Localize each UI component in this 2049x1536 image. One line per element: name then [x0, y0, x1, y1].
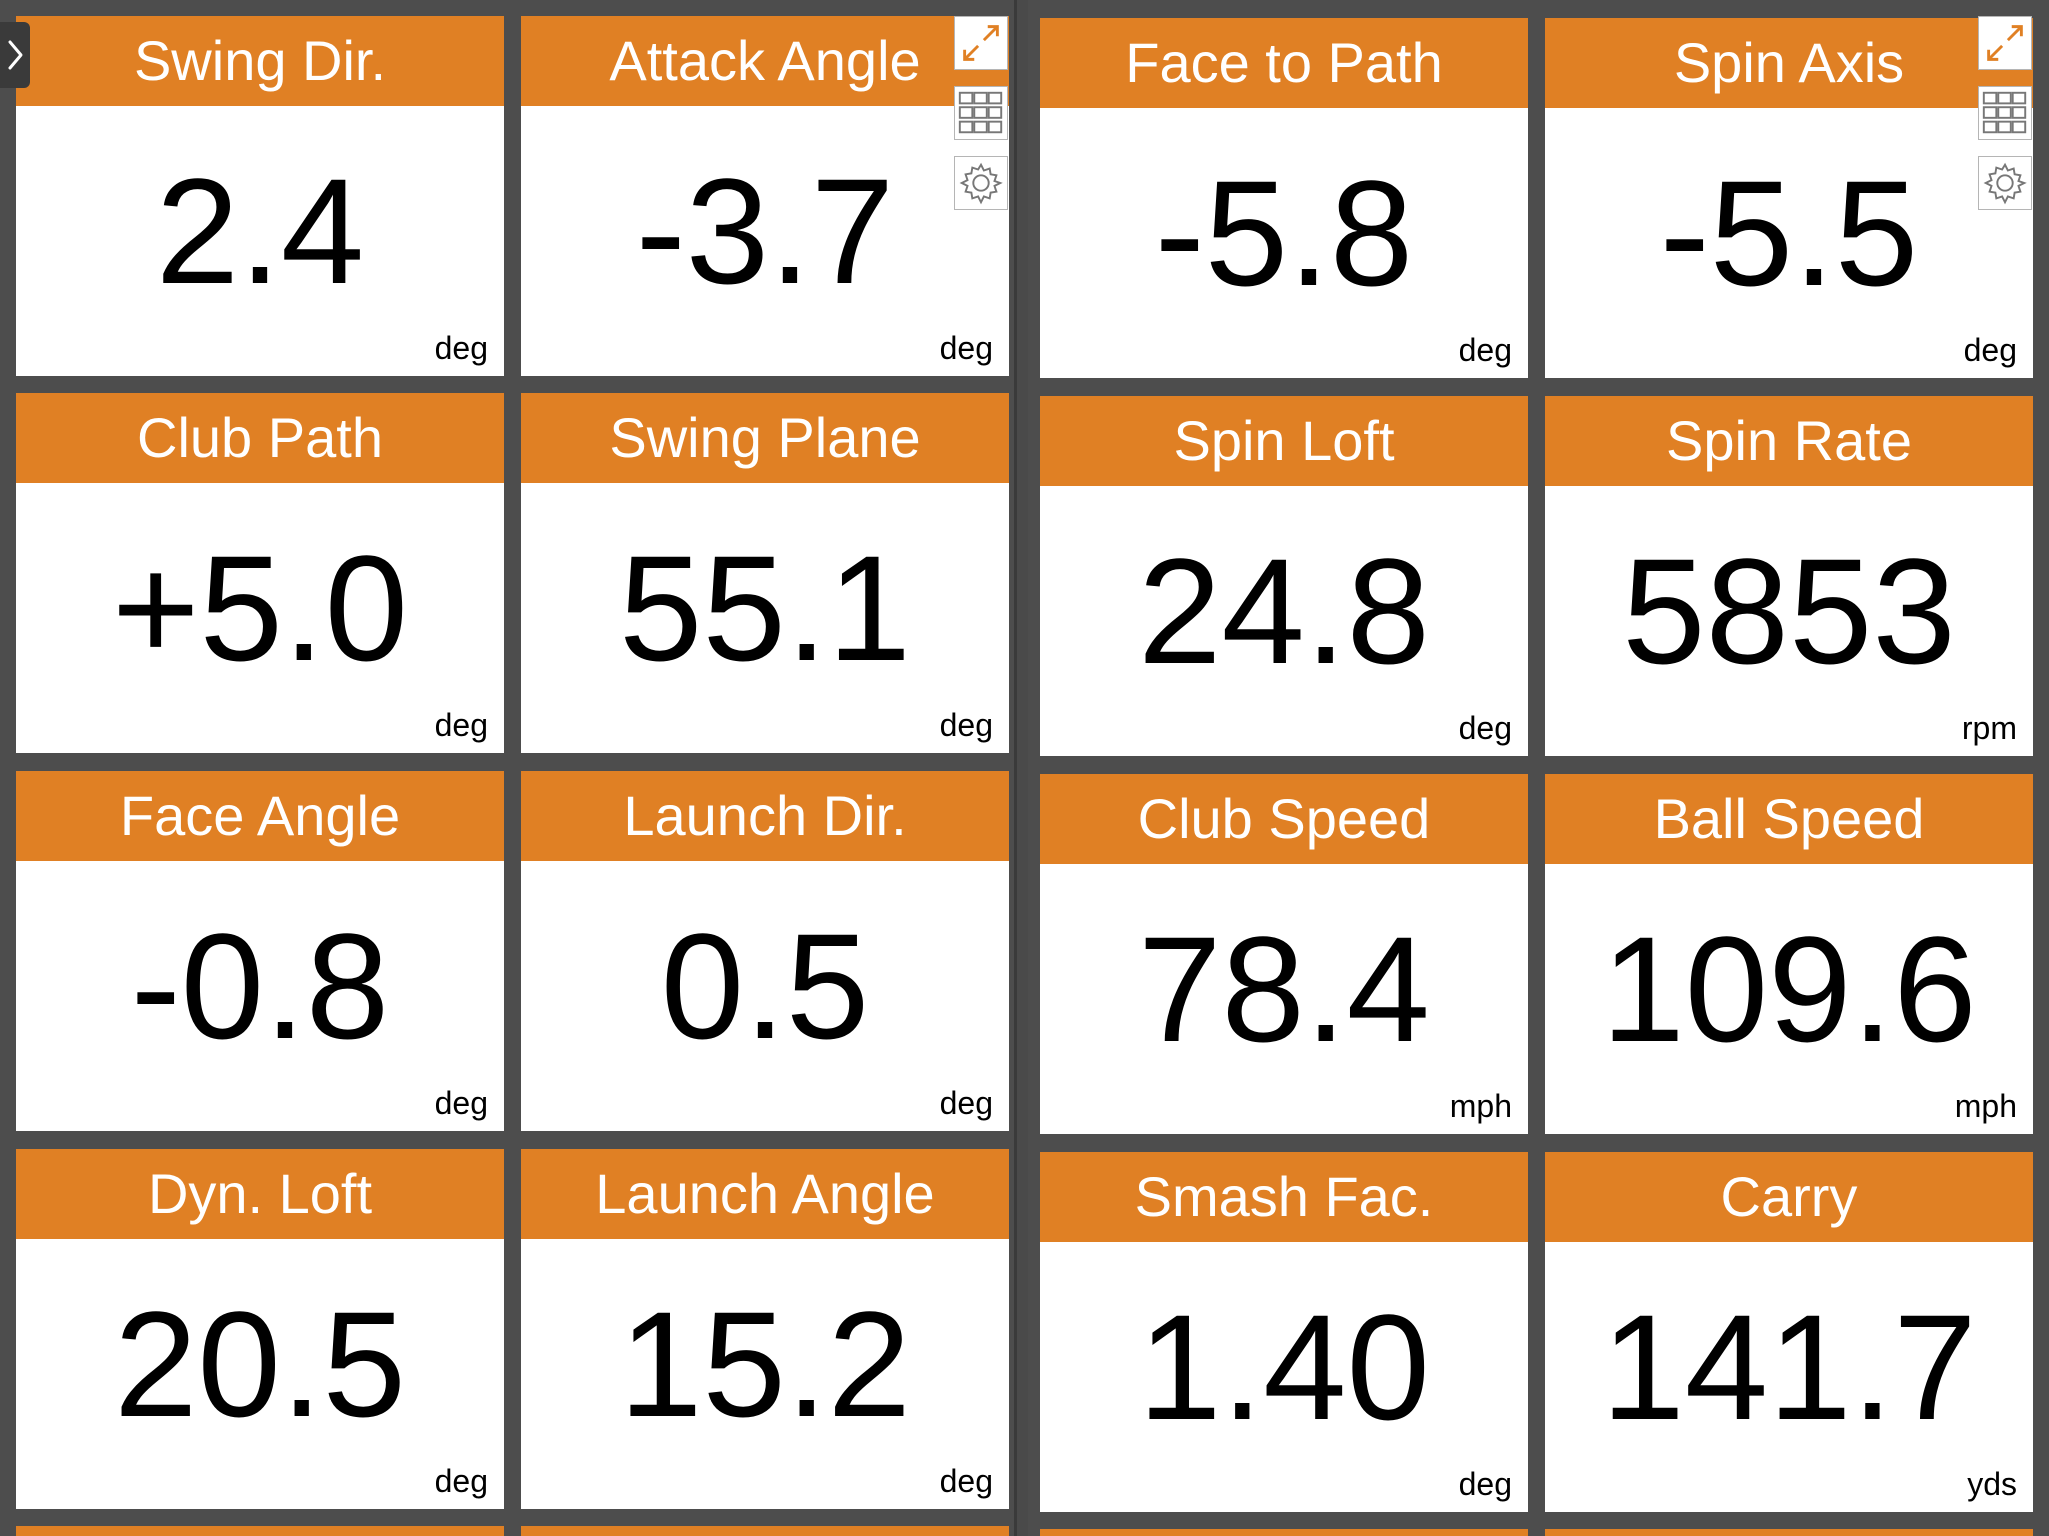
tile-spin-rate[interactable]: Spin Rate 5853 rpm: [1545, 396, 2033, 756]
tile-launch-angle[interactable]: Launch Angle 15.2 deg: [521, 1149, 1009, 1509]
tile-title: Attack Angle: [521, 16, 1009, 106]
tile-value: 5853: [1622, 527, 1956, 695]
tile-unit: rpm: [1961, 710, 2017, 746]
tile-spin-loft[interactable]: Spin Loft 24.8 deg: [1040, 396, 1528, 756]
tile-face-to-path[interactable]: Face to Path -5.8 deg: [1040, 18, 1528, 378]
tile-club-path[interactable]: Club Path +5.0 deg: [16, 393, 504, 753]
expand-button[interactable]: [954, 16, 1008, 70]
tile-unit: deg: [434, 707, 488, 743]
grid-layout-button[interactable]: [1978, 86, 2032, 140]
tile-unit: deg: [1458, 1466, 1512, 1502]
tile-title: Spin Loft: [1040, 396, 1528, 486]
tile-value: 1.40: [1138, 1283, 1430, 1451]
grid-icon: [958, 91, 1003, 134]
tile-value: 20.5: [114, 1280, 406, 1448]
tile-stub[interactable]: [1040, 1529, 1528, 1536]
tile-value: 24.8: [1138, 527, 1430, 695]
tile-unit: mph: [1954, 1088, 2017, 1124]
tile-title: Ball Speed: [1545, 774, 2033, 864]
tile-smash-fac[interactable]: Smash Fac. 1.40 deg: [1040, 1152, 1528, 1512]
tile-title: Smash Fac.: [1040, 1152, 1528, 1242]
sidebar-toggle-button[interactable]: [0, 22, 30, 88]
settings-button[interactable]: [1978, 156, 2032, 210]
tile-unit: deg: [939, 1463, 993, 1499]
tile-face-angle[interactable]: Face Angle -0.8 deg: [16, 771, 504, 1131]
expand-arrows-icon: [1987, 25, 2023, 61]
panel-divider[interactable]: [1014, 0, 1028, 1536]
settings-button[interactable]: [954, 156, 1008, 210]
tile-value: 2.4: [155, 147, 365, 315]
tile-unit: deg: [939, 330, 993, 366]
tile-value: 0.5: [660, 902, 870, 1070]
tile-title: Launch Dir.: [521, 771, 1009, 861]
tile-unit: deg: [1963, 332, 2017, 368]
tile-title: Face to Path: [1040, 18, 1528, 108]
tile-value: -5.5: [1659, 149, 1919, 317]
tile-stub[interactable]: [521, 1526, 1009, 1536]
tile-title: Dyn. Loft: [16, 1149, 504, 1239]
tile-title: Carry: [1545, 1152, 2033, 1242]
tile-unit: deg: [434, 330, 488, 366]
tile-unit: yds: [1967, 1466, 2017, 1502]
tile-unit: mph: [1449, 1088, 1512, 1124]
gear-icon: [959, 162, 1003, 205]
tile-title: Swing Dir.: [16, 16, 504, 106]
tile-unit: deg: [1458, 332, 1512, 368]
tile-value: +5.0: [111, 524, 409, 692]
tile-title: Spin Axis: [1545, 18, 2033, 108]
tile-title: Club Speed: [1040, 774, 1528, 864]
gear-icon: [1983, 162, 2027, 205]
tile-title: Swing Plane: [521, 393, 1009, 483]
tile-title: Club Path: [16, 393, 504, 483]
tile-value: 15.2: [619, 1280, 911, 1448]
tile-stub[interactable]: [16, 1526, 504, 1536]
grid-layout-button[interactable]: [954, 86, 1008, 140]
chevron-right-icon: [8, 40, 23, 70]
tile-stub[interactable]: [1545, 1529, 2033, 1536]
tile-attack-angle[interactable]: Attack Angle -3.7 deg: [521, 16, 1009, 376]
grid-icon: [1982, 91, 2027, 134]
tile-unit: deg: [939, 1085, 993, 1121]
expand-arrows-icon: [963, 25, 999, 61]
tile-value: 55.1: [619, 524, 911, 692]
tile-unit: deg: [434, 1085, 488, 1121]
tile-value: -3.7: [635, 147, 895, 315]
tile-unit: deg: [939, 707, 993, 743]
tile-unit: deg: [1458, 710, 1512, 746]
tile-swing-plane[interactable]: Swing Plane 55.1 deg: [521, 393, 1009, 753]
tile-value: 78.4: [1138, 905, 1430, 1073]
tile-dyn-loft[interactable]: Dyn. Loft 20.5 deg: [16, 1149, 504, 1509]
tile-swing-dir[interactable]: Swing Dir. 2.4 deg: [16, 16, 504, 376]
tile-unit: deg: [434, 1463, 488, 1499]
tile-spin-axis[interactable]: Spin Axis -5.5 deg: [1545, 18, 2033, 378]
tile-title: Launch Angle: [521, 1149, 1009, 1239]
tile-carry[interactable]: Carry 141.7 yds: [1545, 1152, 2033, 1512]
tile-club-speed[interactable]: Club Speed 78.4 mph: [1040, 774, 1528, 1134]
tile-value: 109.6: [1601, 905, 1977, 1073]
tile-value: -0.8: [130, 902, 390, 1070]
tile-title: Spin Rate: [1545, 396, 2033, 486]
tile-ball-speed[interactable]: Ball Speed 109.6 mph: [1545, 774, 2033, 1134]
tile-value: 141.7: [1601, 1283, 1977, 1451]
expand-button[interactable]: [1978, 16, 2032, 70]
tile-value: -5.8: [1154, 149, 1414, 317]
tile-title: Face Angle: [16, 771, 504, 861]
tile-launch-dir[interactable]: Launch Dir. 0.5 deg: [521, 771, 1009, 1131]
